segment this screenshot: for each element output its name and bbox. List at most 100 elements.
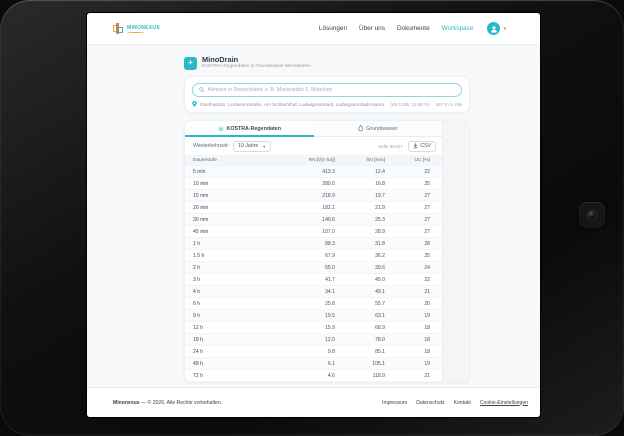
table-row: 30 min 140.6 25.3 27 [185, 214, 442, 226]
cell-hn: 85.1 [375, 348, 385, 355]
column-header: RN [l/(s·ha)] [308, 158, 335, 163]
nav-item[interactable]: Dokumente [396, 25, 430, 32]
rain-data-icon [217, 125, 224, 132]
cell-dauerstufe: 1.5 h [193, 252, 205, 259]
cell-uc: 21 [424, 288, 430, 295]
cell-dauerstufe: 6 h [193, 300, 201, 307]
cell-rn: 41.7 [325, 276, 335, 283]
table-row: 48 h 6.1 105.1 19 [185, 358, 442, 370]
cell-hn: 49.1 [375, 288, 385, 295]
cell-uc: 18 [424, 336, 430, 343]
table-row: 18 h 12.0 78.0 18 [185, 334, 442, 346]
cell-uc: 19 [424, 312, 430, 319]
cell-dauerstufe: 10 min [193, 180, 209, 187]
cell-rn: 9.8 [327, 348, 335, 355]
nav-item[interactable]: Lösungen [318, 25, 347, 32]
cell-dauerstufe: 45 min [193, 228, 209, 235]
cell-dauerstufe: 24 h [193, 348, 203, 355]
cell-rn: 55.0 [325, 264, 335, 271]
search-box [192, 83, 462, 97]
cell-rn: 4.6 [327, 372, 335, 379]
camera-lens-icon [587, 210, 597, 220]
tab-grundwasser[interactable]: Grundwasser [313, 121, 442, 136]
address-search-input[interactable] [207, 87, 455, 93]
search-result-item[interactable]: Goetheplatz, Lindwurmstraße, Am Schlacht… [192, 101, 462, 107]
csv-label: CSV [420, 143, 431, 149]
minodrain-app-icon: + [184, 56, 197, 70]
chevron-down-icon: ▾ [503, 25, 506, 32]
cell-uc: 22 [424, 168, 430, 175]
cell-hn: 68.9 [375, 324, 385, 331]
column-header: UC [%] [414, 158, 431, 163]
return-period-select[interactable]: 10 Jahre ▼ [233, 140, 272, 152]
logo[interactable]: MINONEXUS [113, 22, 160, 35]
cell-dauerstufe: 3 h [193, 276, 201, 283]
cell-dauerstufe: 20 min [193, 204, 209, 211]
table-row: 12 h 15.9 68.9 18 [185, 322, 442, 334]
cell-hn: 16.8 [375, 180, 385, 187]
cell-rn: 140.6 [322, 216, 335, 223]
column-header: Dauerstufe [193, 158, 217, 163]
footer-link[interactable]: Kontakt [453, 399, 471, 406]
cell-rn: 19.5 [325, 312, 335, 319]
footer-links: Impressum Datenschutz Kontakt Cookie-Ein… [382, 400, 528, 406]
cell-dauerstufe: 72 h [193, 372, 203, 379]
table-row: 20 min 182.1 21.9 27 [185, 202, 442, 214]
cell-rn: 218.9 [322, 192, 335, 199]
site-footer: Minonexus — © 2026. Alle Rechte vorbehal… [87, 387, 540, 417]
site-header: MINONEXUS Lösungen Über uns Dokumente Wo… [87, 13, 540, 45]
logo-mark-icon [113, 22, 124, 35]
user-menu[interactable]: ▾ [487, 22, 506, 35]
cell-rn: 15.9 [325, 324, 335, 331]
download-icon [413, 143, 418, 149]
cell-rn: 182.1 [322, 204, 335, 211]
table-body: 5 min 413.3 12.4 22 10 min 280.0 16.8 [185, 166, 442, 382]
footer-link[interactable]: Cookie-Einstellungen [479, 399, 528, 406]
tablet-camera [579, 202, 605, 228]
cell-hn: 118.9 [372, 372, 385, 379]
table-row: 5 min 413.3 12.4 22 [185, 166, 442, 178]
cell-hn: 28.9 [375, 228, 385, 235]
csv-export-button[interactable]: CSV [407, 140, 436, 152]
cell-rn: 6.1 [327, 360, 335, 367]
tab-bar: KOSTRA-Regendaten Grundwasser [185, 121, 442, 137]
result-address: Goetheplatz, Lindwurmstraße, Am Schlacht… [200, 101, 384, 107]
nav-item[interactable]: Über uns [359, 25, 385, 32]
table-row: 45 min 107.0 28.9 27 [185, 226, 442, 238]
cell-uc: 21 [424, 372, 430, 379]
cell-uc: 27 [424, 192, 430, 199]
cell-uc: 28 [424, 240, 430, 247]
cell-dauerstufe: 2 h [193, 264, 201, 271]
return-period-value: 10 Jahre [238, 143, 259, 149]
table-row: 1.5 h 67.9 36.2 25 [185, 250, 442, 262]
table-row: 15 min 218.9 19.7 27 [185, 190, 442, 202]
cell-rn: 280.0 [322, 180, 335, 187]
cell-uc: 22 [424, 276, 430, 283]
logo-tagline-decoration [127, 31, 144, 33]
tab-kostra-regendaten[interactable]: KOSTRA-Regendaten [185, 121, 314, 137]
cell-uc: 18 [424, 324, 430, 331]
cell-hn: 19.7 [375, 192, 385, 199]
footer-copyright-text: — © 2026. Alle Rechte vorbehalten. [141, 399, 223, 406]
logo-text: MINONEXUS [127, 24, 160, 31]
cell-hn: 31.8 [375, 240, 385, 247]
footer-link[interactable]: Impressum [382, 399, 408, 406]
cell-uc: 27 [424, 204, 430, 211]
table-row: 10 min 280.0 16.8 25 [185, 178, 442, 190]
cell-rn: 107.0 [322, 228, 335, 235]
cell-uc: 24 [424, 264, 430, 271]
table-row: 24 h 9.8 85.1 18 [185, 346, 442, 358]
data-card: KOSTRA-Regendaten Grundwasser Wiederkehr… [184, 120, 470, 383]
footer-link[interactable]: Datenschutz [416, 399, 445, 406]
cell-rn: 25.8 [325, 300, 335, 307]
cell-dauerstufe: 15 min [193, 192, 209, 199]
table-row: 1 h 88.3 31.8 28 [185, 238, 442, 250]
footer-brand: Minonexus [113, 399, 140, 406]
cell-hn: 63.1 [375, 312, 385, 319]
table-row: 6 h 25.8 55.7 20 [185, 298, 442, 310]
nav-item[interactable]: Workspace [441, 25, 474, 32]
cell-dauerstufe: 9 h [193, 312, 201, 319]
search-icon [199, 87, 205, 93]
cell-uc: 27 [424, 216, 430, 223]
